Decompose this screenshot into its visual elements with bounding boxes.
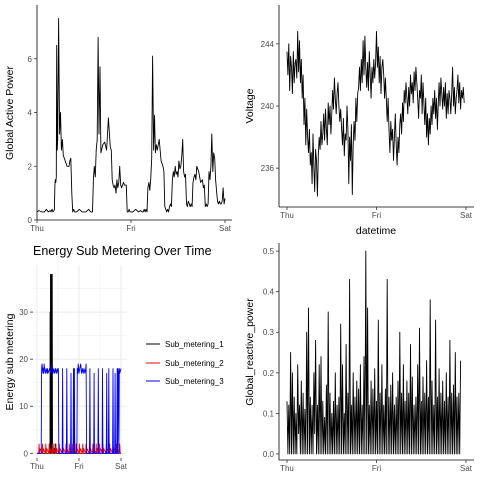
y-tick-label: 0.5	[263, 247, 275, 256]
series-line-series-1	[286, 30, 465, 197]
plot-background	[33, 265, 127, 458]
panel-energy-sub-metering: Energy Sub Metering Over Time 0 10 20 30 Thu…	[4, 244, 224, 471]
x-tick-label: Thu	[30, 462, 44, 471]
y-tick-label: 240	[261, 102, 275, 111]
x-tick-label: Sat	[460, 464, 473, 473]
y-tick-label: 0.1	[263, 409, 275, 418]
series-group	[286, 30, 465, 197]
y-tick-label: 10	[19, 402, 28, 411]
legend-label-sub-metering-2: Sub_metering_2	[165, 359, 224, 368]
x-tick-label: Sat	[460, 211, 473, 220]
series-group	[37, 273, 122, 454]
y-tick-label: 0.4	[263, 288, 275, 297]
x-tick-label: Thu	[280, 464, 294, 473]
y-axis-title: Global Active Power	[4, 66, 16, 160]
axes: 0 2 4 6 Thu Fri Sat	[28, 5, 232, 233]
y-tick-label: 0.3	[263, 328, 275, 337]
x-tick-label: Sat	[115, 462, 128, 471]
y-tick-label: 236	[261, 164, 275, 173]
legend: Sub_metering_1 Sub_metering_2 Sub_meteri…	[146, 340, 224, 386]
y-tick-label: 0	[28, 216, 33, 225]
y-axis-title: Global_reactive_power	[244, 298, 256, 406]
x-tick-label: Fri	[372, 464, 382, 473]
series-group	[286, 250, 462, 455]
axes: 0 10 20 30 Thu Fri Sat	[19, 308, 128, 471]
x-tick-label: Fri	[126, 224, 136, 233]
y-tick-label: 0	[24, 449, 29, 458]
legend-label-sub-metering-3: Sub_metering_3	[165, 377, 224, 386]
plot-title: Energy Sub Metering Over Time	[33, 244, 212, 258]
x-tick-label: Thu	[30, 224, 44, 233]
y-tick-label: 2	[28, 162, 33, 171]
axes: 0.0 0.1 0.2 0.3 0.4 0.5 Thu Fri Sat	[263, 243, 474, 473]
x-axis-title: datetime	[356, 225, 396, 237]
y-axis-title: Energy sub metering	[4, 313, 16, 410]
y-tick-label: 20	[19, 355, 28, 364]
legend-label-sub-metering-1: Sub_metering_1	[165, 340, 224, 349]
x-tick-label: Thu	[280, 211, 294, 220]
series-line-sub-metering-3	[37, 363, 122, 454]
x-tick-label: Fri	[372, 211, 382, 220]
y-tick-label: 0.0	[263, 450, 275, 459]
y-tick-label: 244	[261, 40, 275, 49]
panel-global-reactive-power: 0.0 0.1 0.2 0.3 0.4 0.5 Thu Fri Sat Global_react…	[244, 243, 474, 473]
x-tick-label: Sat	[219, 224, 232, 233]
series-line-series-1	[286, 250, 462, 455]
panel-global-active-power: 0 2 4 6 Thu Fri Sat Global Active Power	[4, 5, 232, 233]
panel-voltage: 236 240 244 Thu Fri Sat Voltage datetime	[244, 5, 474, 237]
x-tick-label: Fri	[74, 462, 84, 471]
y-axis-title: Voltage	[244, 88, 256, 123]
series-line-series-1	[36, 17, 226, 213]
y-tick-label: 0.2	[263, 369, 275, 378]
grid-lines	[33, 265, 127, 458]
series-group	[36, 17, 226, 213]
y-tick-label: 4	[28, 109, 33, 118]
y-tick-label: 30	[19, 308, 28, 317]
axes: 236 240 244 Thu Fri Sat	[261, 5, 474, 220]
y-tick-label: 6	[28, 55, 33, 64]
